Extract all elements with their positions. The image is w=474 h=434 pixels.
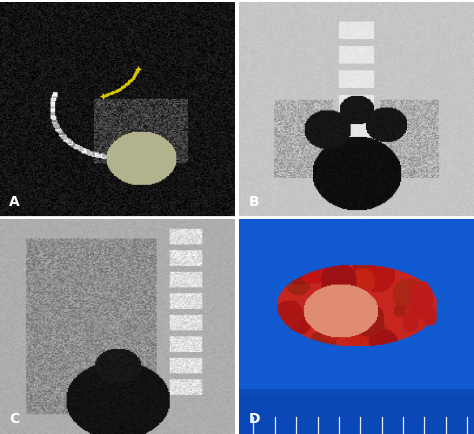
Text: D: D	[249, 412, 260, 426]
Text: A: A	[9, 195, 20, 209]
Text: C: C	[9, 412, 19, 426]
Text: B: B	[249, 195, 259, 209]
